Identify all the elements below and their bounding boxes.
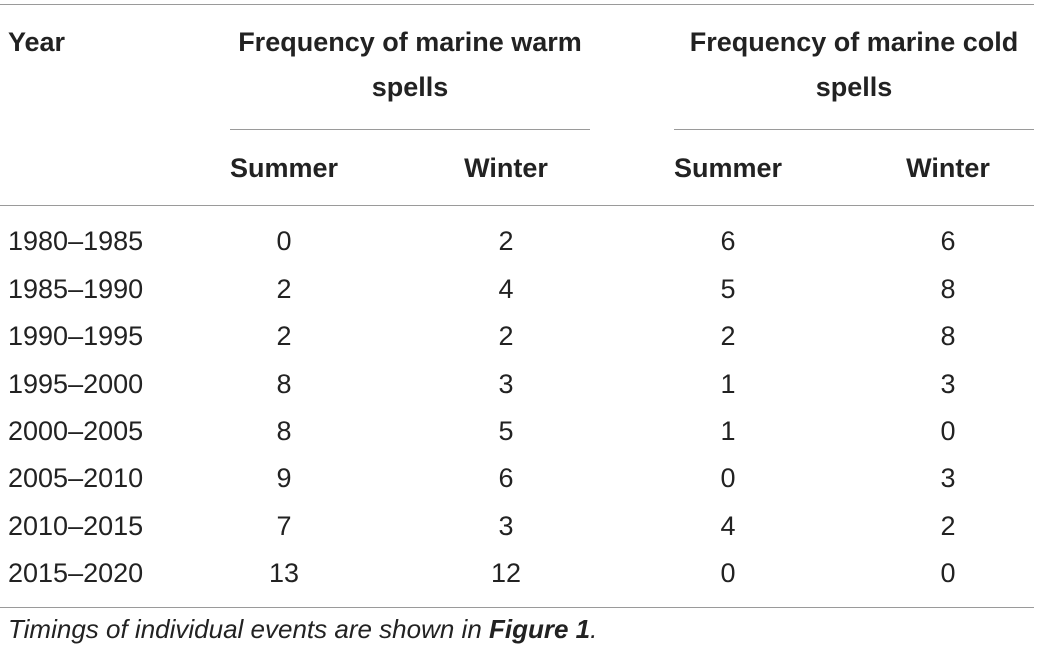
cell-cold-winter: 3 [940, 463, 956, 493]
table-top-rule [0, 4, 1034, 5]
cell-year: 1995–2000 [8, 369, 144, 399]
cold-group-underline [674, 129, 1034, 130]
cell-cold-summer: 5 [720, 274, 736, 304]
cell-cold-winter: 3 [940, 369, 956, 399]
header-cold-summer: Summer [673, 153, 783, 183]
cell-warm-summer: 2 [276, 274, 292, 304]
cell-cold-summer: 6 [720, 226, 736, 256]
cell-cold-summer: 4 [720, 511, 736, 541]
cell-year: 1980–1985 [8, 226, 144, 256]
header-bottom-rule [0, 205, 1034, 206]
cell-warm-summer: 2 [276, 321, 292, 351]
cell-warm-winter: 5 [498, 416, 514, 446]
cell-cold-winter: 6 [940, 226, 956, 256]
cell-warm-winter: 4 [498, 274, 514, 304]
footnote-text: Timings of individual events are shown i… [8, 614, 490, 644]
cell-year: 2005–2010 [8, 463, 144, 493]
cell-cold-summer: 1 [720, 369, 736, 399]
cell-warm-summer: 0 [276, 226, 292, 256]
cell-cold-winter: 8 [940, 321, 956, 351]
table-footnote: Timings of individual events are shown i… [8, 614, 597, 645]
cell-year: 2000–2005 [8, 416, 144, 446]
cell-warm-winter: 12 [490, 558, 522, 588]
warm-group-underline [230, 129, 590, 130]
figure-reference: Figure 1 [489, 614, 591, 644]
cell-warm-winter: 2 [498, 226, 514, 256]
cell-warm-summer: 8 [276, 369, 292, 399]
cell-warm-winter: 3 [498, 369, 514, 399]
cell-cold-winter: 0 [940, 416, 956, 446]
cell-year: 2010–2015 [8, 511, 144, 541]
cell-cold-summer: 0 [720, 463, 736, 493]
header-warm-summer: Summer [229, 153, 339, 183]
cell-cold-summer: 2 [720, 321, 736, 351]
table-bottom-rule [0, 607, 1034, 608]
cell-year: 1985–1990 [8, 274, 144, 304]
footnote-suffix: . [590, 614, 598, 644]
header-cold-spells: Frequency of marine cold spells [689, 27, 1019, 102]
header-cold-winter: Winter [906, 153, 990, 183]
cell-warm-summer: 13 [268, 558, 300, 588]
header-warm-winter: Winter [464, 153, 548, 183]
cell-year: 1990–1995 [8, 321, 144, 351]
cell-warm-winter: 2 [498, 321, 514, 351]
cell-year: 2015–2020 [8, 558, 144, 588]
header-warm-spells: Frequency of marine warm spells [238, 27, 582, 102]
cell-warm-summer: 7 [276, 511, 292, 541]
cell-warm-summer: 9 [276, 463, 292, 493]
cell-warm-winter: 3 [498, 511, 514, 541]
cell-cold-winter: 0 [940, 558, 956, 588]
cell-cold-summer: 1 [720, 416, 736, 446]
cell-warm-winter: 6 [498, 463, 514, 493]
cell-warm-summer: 8 [276, 416, 292, 446]
cell-cold-winter: 8 [940, 274, 956, 304]
cell-cold-summer: 0 [720, 558, 736, 588]
header-year: Year [8, 27, 66, 57]
cell-cold-winter: 2 [940, 511, 956, 541]
